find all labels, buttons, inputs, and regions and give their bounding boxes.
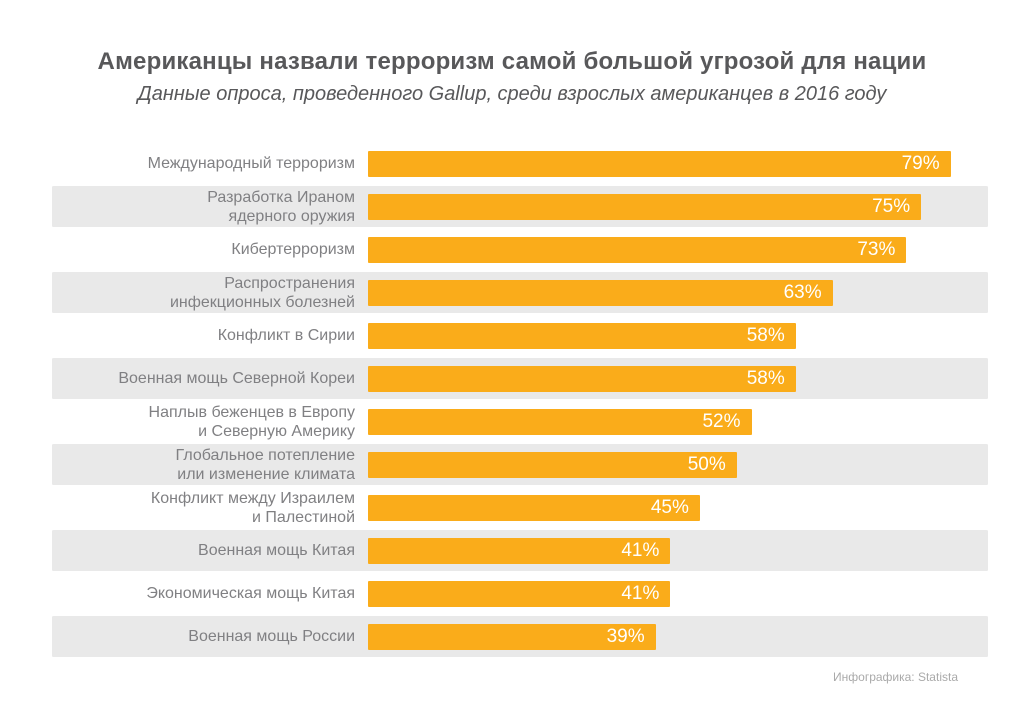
chart-row: Разработка Ираном ядерного оружия 75% [52,185,988,228]
bar-track: 52% [368,408,958,435]
category-label: Кибертерроризм [231,241,355,258]
bar-track: 45% [368,494,958,521]
category-label: Экономическая мощь Китая [146,585,355,602]
bar: 58% [368,322,796,349]
page-title: Американцы назвали терроризм самой больш… [97,48,927,75]
bar: 58% [368,365,796,392]
chart-row: Экономическая мощь Китая 41% [52,572,988,615]
bar: 39% [368,623,656,650]
bar: 75% [368,193,922,220]
value-label: 75% [872,195,911,217]
value-label: 50% [687,453,726,475]
bar: 52% [368,408,752,435]
bar: 41% [368,580,671,607]
bar-track: 41% [368,537,958,564]
bar: 73% [368,236,907,263]
bar-track: 75% [368,193,958,220]
value-label: 63% [783,281,822,303]
category-label: Военная мощь Китая [198,542,355,559]
chart-row: Международный терроризм 79% [52,142,988,185]
category-label: Наплыв беженцев в Европу и Северную Амер… [148,403,355,440]
bar-track: 58% [368,365,958,392]
chart-row: Военная мощь Северной Кореи 58% [52,357,988,400]
category-label: Распространения инфекционных болезней [169,274,355,311]
bar-chart: Международный терроризм 79% Разработка Ира… [52,142,988,658]
category-label: Разработка Ираном ядерного оружия [207,188,355,225]
chart-row: Военная мощь России 39% [52,615,988,658]
bar: 45% [368,494,700,521]
chart-row: Глобальное потепление или изменение клим… [52,443,988,486]
page-subtitle: Данные опроса, проведенного Gallup, сред… [137,83,887,105]
category-label: Глобальное потепление или изменение клим… [175,446,355,483]
value-label: 39% [606,625,645,647]
bar-track: 63% [368,279,958,306]
chart-row: Конфликт в Сирии 58% [52,314,988,357]
category-label: Конфликт в Сирии [217,327,355,344]
value-label: 52% [702,410,741,432]
bar: 63% [368,279,833,306]
chart-header: Американцы назвали терроризм самой больш… [0,0,1024,106]
value-label: 58% [746,324,785,346]
bar-track: 73% [368,236,958,263]
chart-footer: Инфографика: Statista [52,668,988,686]
bar-track: 58% [368,322,958,349]
value-label: 45% [650,496,689,518]
bar-track: 50% [368,451,958,478]
bar: 79% [368,150,951,177]
bar-track: 79% [368,150,958,177]
category-label: Военная мощь Северной Кореи [118,370,355,387]
value-label: 41% [621,539,660,561]
chart-row: Наплыв беженцев в Европу и Северную Амер… [52,400,988,443]
category-label: Международный терроризм [147,155,355,172]
bar-track: 39% [368,623,958,650]
value-label: 41% [621,582,660,604]
category-label: Военная мощь России [188,628,355,645]
chart-rows: Международный терроризм 79% Разработка Ира… [52,142,988,658]
chart-row: Военная мощь Китая 41% [52,529,988,572]
category-label: Конфликт между Израилем и Палестиной [150,489,355,526]
bar-track: 41% [368,580,958,607]
chart-row: Кибертерроризм 73% [52,228,988,271]
credit-label: Инфографика: Statista [833,670,958,684]
bar: 41% [368,537,671,564]
value-label: 58% [746,367,785,389]
bar: 50% [368,451,737,478]
value-label: 73% [857,238,896,260]
chart-row: Конфликт между Израилем и Палестиной 45% [52,486,988,529]
chart-row: Распространения инфекционных болезней 63% [52,271,988,314]
value-label: 79% [901,152,940,174]
